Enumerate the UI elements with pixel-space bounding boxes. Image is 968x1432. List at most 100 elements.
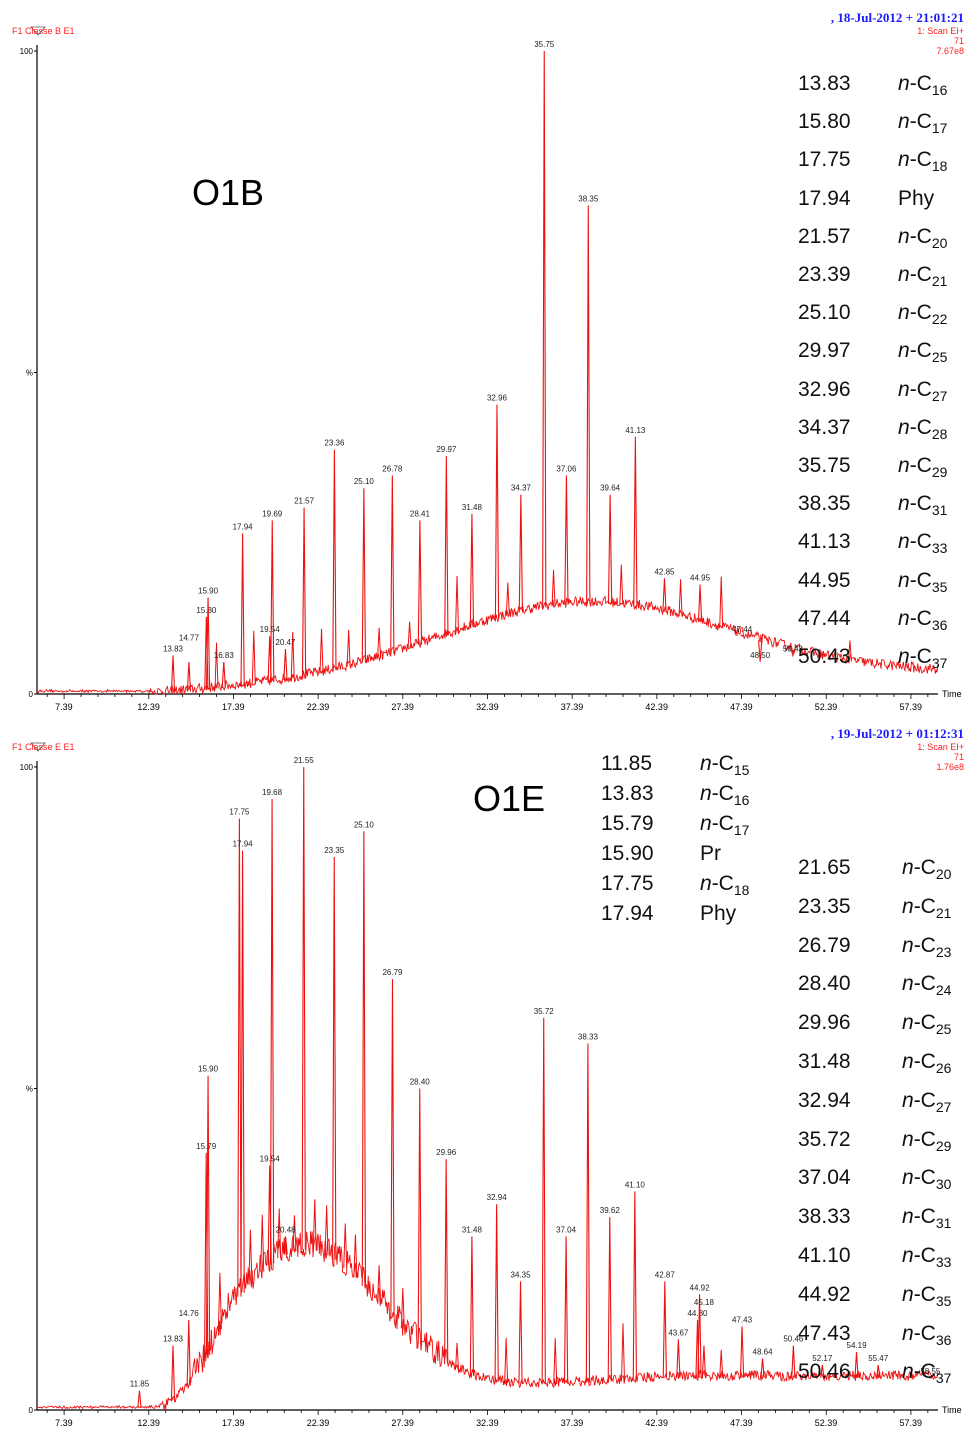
x-tick-label: 7.39: [55, 702, 73, 712]
x-tick-label: 57.39: [899, 702, 922, 712]
peak-id-rt: 37.04: [798, 1166, 851, 1190]
peak-id-compound: n-C21: [902, 894, 952, 921]
peak-45.18: [701, 1345, 707, 1378]
peak-id-compound: n-C22: [898, 301, 948, 328]
peak-label: 13.83: [163, 644, 184, 653]
peak-id-rt: 47.43: [798, 1321, 851, 1345]
peak-id-compound: n-C33: [898, 530, 948, 557]
peak-id-compound: n-C36: [898, 606, 948, 633]
peak-label: 35.75: [534, 40, 555, 49]
peak-id-compound: n-C35: [902, 1282, 952, 1309]
peak-id-rt: 47.44: [798, 606, 851, 630]
peak-label: 19.54: [260, 1155, 281, 1164]
peak-id-compound: n-C24: [902, 972, 952, 999]
x-tick-label: 27.39: [391, 702, 414, 712]
peak-id-rt: 35.75: [798, 454, 851, 477]
x-tick-label: 17.39: [222, 702, 245, 712]
peak-label: 19.69: [262, 509, 283, 518]
peak-11.85: [137, 1390, 142, 1408]
peak-id-rt: 38.33: [798, 1205, 851, 1229]
peak-id-compound: n-C20: [902, 856, 952, 882]
peak-25.10: [361, 831, 367, 1286]
x-tick-label: 12.39: [137, 702, 160, 712]
peak-50.46: [791, 1345, 796, 1378]
peak-42.87: [662, 1281, 667, 1378]
peak-label: 38.35: [578, 194, 599, 203]
peak-id-rt: 50.43: [798, 645, 851, 668]
sample-label: O1E: [473, 778, 546, 819]
peak-23.35: [332, 857, 337, 1260]
peak-label: 50.43: [783, 644, 804, 653]
peak-39.64: [607, 494, 613, 604]
peak-id-rt: 34.37: [798, 415, 851, 439]
minor-peak: [377, 1265, 382, 1303]
trace-label: F1 Classe B E1: [12, 26, 75, 36]
peak-26.78: [390, 475, 395, 654]
peak-44.92: [697, 1294, 702, 1378]
peak-52.17: [820, 1364, 825, 1378]
peak-label: 47.44: [732, 625, 753, 634]
minor-peak: [324, 1205, 329, 1256]
peak-label: 37.06: [556, 464, 577, 473]
peak-35.75: [542, 50, 547, 608]
peak-label: 34.37: [511, 484, 532, 493]
minor-peak: [505, 582, 510, 616]
peak-label: 35.72: [534, 1007, 555, 1016]
peak-label: 31.48: [462, 503, 483, 512]
peak-label: 15.90: [198, 1065, 219, 1074]
peak-23.36: [332, 449, 337, 671]
peak-id-rt: 21.65: [798, 856, 851, 879]
peak-35.72: [541, 1017, 546, 1385]
peak-48.50: [758, 640, 763, 662]
peak-20.48: [283, 1236, 288, 1255]
x-tick-label: 22.39: [307, 702, 330, 712]
peak-label: 34.35: [511, 1270, 532, 1279]
peak-label: 17.94: [233, 840, 254, 849]
minor-peak: [504, 1337, 509, 1384]
peak-id-compound: n-C16: [700, 782, 750, 808]
trace-marker-icon: [30, 26, 46, 36]
peak-41.13: [633, 436, 638, 607]
minor-peak: [248, 1229, 253, 1284]
peak-id-compound: n-C31: [898, 492, 948, 519]
scan-intensity: 1.76e8: [936, 762, 964, 772]
peak-id-rt: 31.48: [798, 1050, 851, 1073]
peak-32.94: [494, 1204, 499, 1382]
peak-label: 39.62: [600, 1206, 621, 1215]
peak-id-rt: 23.39: [798, 263, 851, 286]
peak-31.48: [469, 1236, 475, 1376]
peak-id-compound: n-C18: [700, 872, 750, 898]
peak-label: 28.41: [410, 509, 431, 518]
chromatogram-panel-o1b: 100% 0 7.39 12.39 17.39 22.39 27.39 32.39 37.39 4…: [12, 10, 964, 712]
peak-label: 21.55: [294, 756, 315, 765]
minor-peak: [346, 629, 351, 667]
minor-peak: [377, 627, 382, 659]
minor-peak: [312, 1199, 317, 1251]
peak-34.35: [518, 1281, 523, 1385]
peak-id-rt: 44.92: [798, 1282, 851, 1306]
x-tick-label: 47.39: [730, 702, 753, 712]
peak-label: 52.17: [812, 1354, 833, 1363]
peak-id-compound: n-C18: [898, 148, 948, 175]
x-tick-label: 52.39: [815, 702, 838, 712]
x-axis-label: Time: [942, 689, 962, 699]
peak-37.06: [564, 475, 569, 605]
minor-peak: [400, 1287, 405, 1329]
peak-38.33: [585, 1043, 591, 1383]
peak-label: 25.10: [354, 477, 375, 486]
peak-id-rt: 41.13: [798, 530, 851, 554]
peak-id-compound: n-C25: [902, 1011, 952, 1038]
peak-id-compound: n-C21: [898, 263, 948, 289]
peak-id-rt: 11.85: [601, 752, 652, 775]
minor-peak: [619, 564, 624, 605]
trace-label: F1 Classe E E1: [12, 742, 75, 752]
peak-id-compound: n-C30: [902, 1166, 952, 1193]
peak-21.55: [301, 766, 306, 1250]
minor-peak: [455, 1342, 460, 1370]
peak-20.47: [283, 648, 288, 681]
peak-id-rt: 41.10: [798, 1244, 851, 1267]
peak-label: 19.68: [262, 788, 283, 797]
peak-26.79: [390, 979, 395, 1318]
peak-14.76: [186, 1319, 191, 1386]
peak-55.47: [876, 1364, 881, 1378]
